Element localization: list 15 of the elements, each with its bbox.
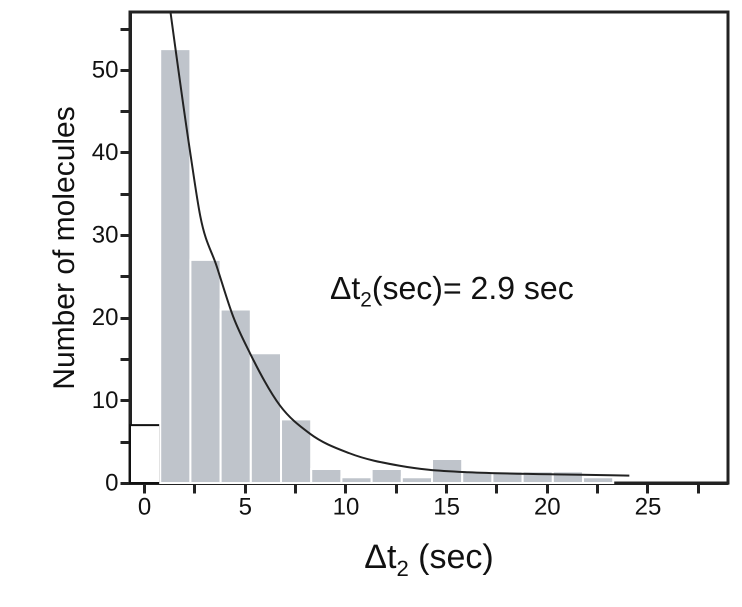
- x-tick-label: 10: [332, 494, 360, 520]
- y-axis-title: Number of molecules: [48, 106, 81, 390]
- y-tick-label: 30: [92, 222, 118, 249]
- annotation: Δt$_{2}$(sec)= 2.9 sec: [330, 270, 574, 312]
- y-tick-label: 0: [105, 470, 118, 496]
- y-tick-label: 40: [92, 138, 118, 166]
- x-tick-label: 5: [238, 494, 252, 520]
- y-tick-label: 50: [92, 56, 118, 84]
- x-tick-label: 25: [634, 494, 662, 520]
- x-axis-title: Δt$_{2}$ (sec): [363, 538, 495, 582]
- y-tick-label: 10: [92, 386, 118, 414]
- x-tick-label: 0: [138, 494, 152, 520]
- x-tick-label: 15: [433, 494, 460, 520]
- x-tick-label: 20: [534, 494, 561, 520]
- y-tick-label: 20: [92, 304, 118, 332]
